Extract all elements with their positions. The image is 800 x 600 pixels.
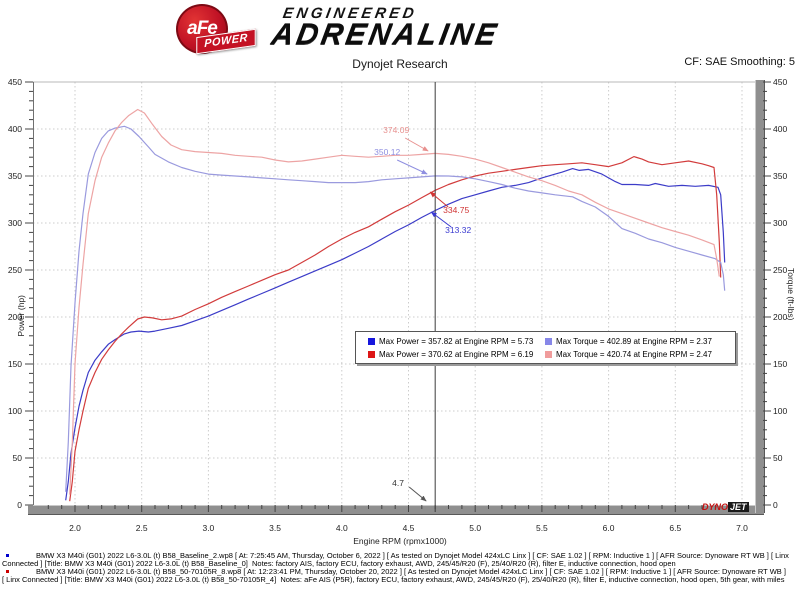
legend-label: Max Power = 357.82 at Engine RPM = 5.73 <box>379 336 534 346</box>
curve-torque_baseline <box>65 125 726 492</box>
y-right-tick-label: 400 <box>773 124 788 134</box>
x-tick-label: 5.5 <box>535 523 548 533</box>
y-right-tick-label: 50 <box>773 453 783 463</box>
x-tick-label: 2.5 <box>135 523 148 533</box>
y-right-tick-label: 100 <box>773 406 788 416</box>
legend-entry: Max Power = 370.62 at Engine RPM = 6.19 <box>368 348 545 361</box>
y-left-tick-label: 0 <box>17 500 22 510</box>
dynojet-logo-dyno: DYNO <box>702 502 729 512</box>
curve-torque_modified <box>69 108 720 495</box>
legend-label: Max Torque = 402.89 at Engine RPM = 2.37 <box>556 336 712 346</box>
y-left-tick-label: 50 <box>12 453 22 463</box>
x-tick-label: 3.5 <box>269 523 281 533</box>
y-right-tick-label: 350 <box>773 171 788 181</box>
y-left-tick-label: 200 <box>7 312 22 322</box>
legend-entry: Max Power = 357.82 at Engine RPM = 5.73 <box>368 335 545 348</box>
right-axis-bar <box>755 80 765 513</box>
annotation-arrow <box>404 137 429 152</box>
legend-entry: Max Torque = 420.74 at Engine RPM = 2.47 <box>545 348 735 361</box>
y-right-tick-label: 150 <box>773 359 788 369</box>
y-left-tick-label: 100 <box>7 406 22 416</box>
legend-swatch-power-baseline-icon <box>368 337 375 345</box>
legend-swatch-power-modified-icon <box>368 350 375 358</box>
x-tick-label: 3.0 <box>202 523 215 533</box>
y-left-tick-label: 300 <box>7 218 22 228</box>
x-tick-label: 7.0 <box>736 523 748 533</box>
afe-logo-text: aFe <box>187 18 218 39</box>
annotation-power-modified: 334.75 <box>443 205 470 215</box>
x-tick-label: 6.0 <box>602 523 615 533</box>
annotation-power-baseline: 313.32 <box>445 225 472 235</box>
x-tick-label: 6.5 <box>669 523 682 533</box>
legend-box: Max Power = 357.82 at Engine RPM = 5.73 … <box>355 331 736 364</box>
x-tick-label: 4.0 <box>335 523 348 533</box>
x-axis-title: Engine RPM (rpmx1000) <box>353 536 447 546</box>
run-info-footer: BMW X3 M40i (G01) 2022 L6-3.0L (t) B58_B… <box>0 552 800 584</box>
y-right-tick-label: 0 <box>773 500 778 510</box>
annotation-arrow <box>430 211 452 228</box>
afe-brand-header: aFe POWER ENGINEERED ADRENALINE <box>0 0 800 55</box>
y-left-tick-label: 400 <box>7 124 22 134</box>
y-left-tick-label: 150 <box>7 359 22 369</box>
cursor-rpm-label: 4.7 <box>392 478 404 488</box>
annotation-torque-baseline: 350.12 <box>374 147 401 157</box>
x-tick-label: 5.0 <box>469 523 482 533</box>
run1-bullet-icon <box>6 554 9 557</box>
annotation-arrow <box>408 486 427 502</box>
annotation-arrow <box>429 191 449 208</box>
y-right-tick-label: 450 <box>773 77 788 87</box>
run-info-line: BMW X3 M40i (G01) 2022 L6-3.0L (t) B58_5… <box>36 568 786 576</box>
dynojet-logo: DYNO JET <box>702 502 749 513</box>
x-tick-label: 2.0 <box>69 523 81 533</box>
curve-power_modified <box>69 156 722 502</box>
y-left-tick-label: 250 <box>7 265 22 275</box>
y-right-tick-label: 200 <box>773 312 788 322</box>
annotation-arrow <box>396 159 428 175</box>
y-left-tick-label: 450 <box>7 77 22 87</box>
y-right-tick-label: 250 <box>773 265 788 275</box>
x-axis-bar <box>28 505 764 515</box>
correction-factor-note: CF: SAE Smoothing: 5 <box>684 56 795 68</box>
legend-label: Max Torque = 420.74 at Engine RPM = 2.47 <box>556 349 712 359</box>
run-info-line: Connected ] [Title: BMW X3 M40i (G01) 20… <box>2 560 676 568</box>
legend-label: Max Power = 370.62 at Engine RPM = 6.19 <box>379 349 534 359</box>
page-title: Dynojet Research <box>352 57 448 71</box>
run-info-line: BMW X3 M40i (G01) 2022 L6-3.0L (t) B58_B… <box>36 552 789 560</box>
y-right-tick-label: 300 <box>773 218 788 228</box>
y-left-tick-label: 350 <box>7 171 22 181</box>
legend-swatch-torque-modified-icon <box>545 350 552 358</box>
run2-bullet-icon <box>6 570 9 573</box>
dynojet-logo-jet: JET <box>728 502 749 512</box>
gridlines <box>33 82 755 505</box>
y-right-axis-title: Torque (ft-lbs) <box>786 268 796 321</box>
legend-swatch-torque-baseline-icon <box>545 337 552 345</box>
legend-entry: Max Torque = 402.89 at Engine RPM = 2.37 <box>545 335 735 348</box>
run-info-line: [ Linx Connected ] [Title: BMW X3 M40i (… <box>2 576 785 584</box>
annotation-torque-modified: 374.09 <box>383 125 410 135</box>
x-tick-label: 4.5 <box>402 523 415 533</box>
